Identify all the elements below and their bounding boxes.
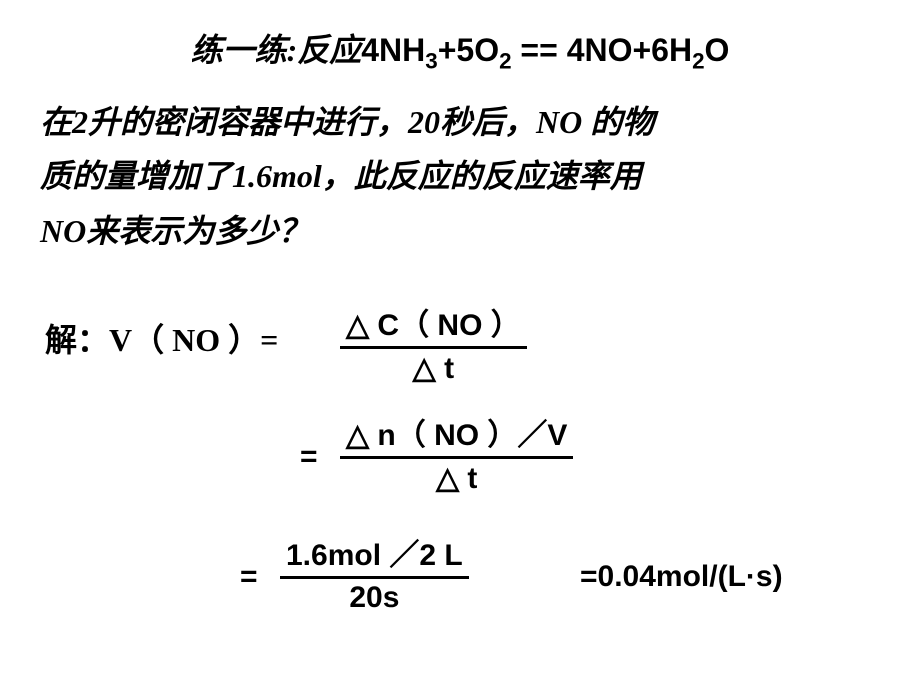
frac2-den: △ t: [340, 459, 573, 496]
fraction-3: 1.6mol ／2 L 20s: [280, 530, 469, 615]
title-prefix: 练一练:反应: [191, 32, 362, 68]
frac3-num: 1.6mol ／2 L: [280, 530, 469, 576]
eq-eq: == 4NO+6H: [512, 32, 693, 68]
problem-line3: NO来表示为多少？: [40, 204, 880, 258]
eq-a: 4NH: [361, 32, 425, 68]
eq-plus1: +5O: [438, 32, 499, 68]
fraction-1: △ C（ NO ） △ t: [340, 300, 527, 386]
row2-eq: =: [300, 440, 318, 474]
solution-label: 解：V（ NO ）=: [45, 315, 278, 361]
problem-line2: 质的量增加了1.6mol，此反应的反应速率用: [40, 149, 880, 203]
solution-label-text: 解：V（ NO ）=: [45, 322, 278, 358]
frac1-den: △ t: [340, 349, 527, 386]
frac1-num: △ C（ NO ）: [340, 300, 527, 346]
problem-line1: 在2升的密闭容器中进行，20秒后，NO 的物: [40, 95, 880, 149]
row3-eq: =: [240, 560, 258, 594]
frac3-den: 20s: [280, 579, 469, 615]
title-line: 练一练:反应4NH3+5O2 == 4NO+6H2O: [0, 25, 920, 74]
fraction-2: △ n（ NO ）／V △ t: [340, 410, 573, 496]
result: =0.04mol/(L·s): [580, 560, 783, 594]
eq-a-sub: 3: [425, 48, 437, 73]
eq-h-sub: 2: [692, 48, 704, 73]
frac2-num: △ n（ NO ）／V: [340, 410, 573, 456]
eq-o-sub: 2: [499, 48, 511, 73]
eq-tail: O: [705, 32, 730, 68]
problem-text: 在2升的密闭容器中进行，20秒后，NO 的物 质的量增加了1.6mol，此反应的…: [40, 95, 880, 258]
